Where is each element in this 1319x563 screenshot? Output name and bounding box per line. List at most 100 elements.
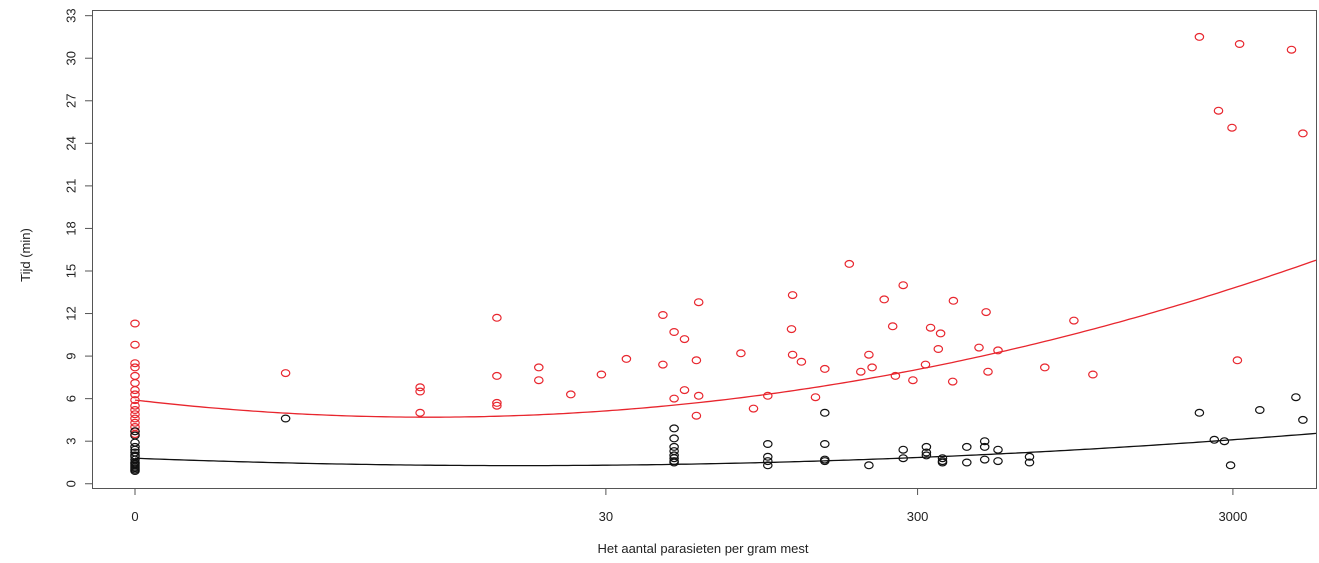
x-tick-label: 3000 bbox=[1218, 509, 1247, 524]
data-point bbox=[1225, 461, 1236, 470]
y-tick-label: 30 bbox=[63, 51, 78, 65]
data-point bbox=[867, 363, 877, 372]
data-point bbox=[130, 379, 140, 388]
data-point bbox=[492, 371, 502, 380]
data-point bbox=[669, 454, 679, 463]
data-point bbox=[1088, 370, 1098, 379]
data-point bbox=[979, 442, 990, 451]
y-tick-label: 0 bbox=[63, 480, 78, 487]
data-point bbox=[762, 440, 773, 449]
data-point bbox=[981, 308, 991, 317]
data-point bbox=[819, 440, 830, 449]
data-point bbox=[130, 406, 140, 415]
data-point bbox=[693, 391, 704, 400]
y-tick-label: 21 bbox=[63, 179, 78, 193]
data-point bbox=[974, 343, 984, 352]
y-axis-title: Tijd (min) bbox=[18, 228, 33, 282]
data-point bbox=[864, 461, 874, 470]
data-point bbox=[935, 329, 946, 338]
fit-curve bbox=[134, 432, 1317, 467]
data-point bbox=[937, 458, 948, 467]
x-tick-label: 30 bbox=[599, 509, 613, 524]
data-point bbox=[819, 408, 830, 417]
data-point bbox=[1234, 39, 1245, 48]
data-point bbox=[762, 457, 773, 466]
data-point bbox=[908, 376, 918, 385]
data-point bbox=[947, 377, 958, 386]
data-point bbox=[898, 454, 908, 463]
data-point bbox=[762, 452, 773, 461]
data-point bbox=[933, 345, 944, 354]
data-point bbox=[993, 346, 1003, 355]
data-point bbox=[658, 311, 668, 320]
data-point bbox=[533, 363, 544, 372]
data-point bbox=[130, 396, 140, 405]
data-point bbox=[669, 458, 679, 467]
data-point bbox=[130, 418, 140, 427]
data-point bbox=[596, 370, 607, 379]
data-point bbox=[1255, 406, 1265, 415]
data-point bbox=[679, 386, 690, 395]
data-point bbox=[1194, 408, 1205, 417]
data-point bbox=[691, 411, 702, 420]
data-point bbox=[415, 387, 425, 396]
x-tick-label: 300 bbox=[907, 509, 929, 524]
data-point bbox=[748, 404, 759, 413]
data-point bbox=[1040, 363, 1050, 372]
data-point bbox=[898, 445, 908, 454]
data-point bbox=[691, 356, 702, 365]
data-point bbox=[492, 401, 502, 410]
data-point bbox=[669, 424, 679, 433]
data-point bbox=[1209, 435, 1220, 444]
x-axis: 0 30 300 3000 bbox=[131, 488, 1247, 524]
data-point bbox=[921, 448, 932, 457]
data-point bbox=[669, 394, 679, 403]
y-tick-label: 6 bbox=[63, 395, 78, 402]
data-points bbox=[130, 32, 1308, 476]
data-point bbox=[762, 461, 773, 470]
data-point bbox=[130, 427, 140, 436]
data-point bbox=[492, 398, 502, 407]
y-tick-label: 9 bbox=[63, 352, 78, 359]
x-axis-title: Het aantal parasieten per gram mest bbox=[598, 541, 809, 556]
data-point bbox=[1024, 458, 1035, 467]
fit-curves bbox=[134, 259, 1317, 467]
data-point bbox=[280, 369, 291, 378]
data-point bbox=[1298, 129, 1308, 138]
data-point bbox=[898, 281, 908, 290]
data-point bbox=[961, 458, 972, 467]
data-point bbox=[492, 313, 502, 322]
data-point bbox=[1213, 106, 1224, 115]
plot-frame bbox=[92, 10, 1317, 489]
data-point bbox=[130, 363, 140, 372]
data-point bbox=[130, 401, 140, 410]
data-point bbox=[844, 259, 855, 268]
data-point bbox=[669, 434, 679, 443]
data-point bbox=[786, 325, 797, 334]
data-point bbox=[1298, 415, 1308, 424]
data-point bbox=[879, 295, 889, 304]
data-point bbox=[1219, 437, 1230, 446]
y-axis: 0 3 6 9 12 15 18 21 24 27 30 33 bbox=[63, 8, 92, 487]
data-point bbox=[921, 442, 932, 451]
data-point bbox=[1286, 45, 1297, 54]
data-point bbox=[796, 357, 807, 366]
data-point bbox=[1069, 316, 1079, 325]
data-point bbox=[1194, 32, 1205, 41]
data-point bbox=[669, 328, 679, 337]
data-point bbox=[961, 442, 972, 451]
data-point bbox=[1227, 123, 1237, 132]
data-point bbox=[130, 390, 140, 399]
data-point bbox=[920, 360, 931, 369]
data-point bbox=[890, 371, 901, 380]
data-point bbox=[810, 393, 821, 402]
data-point bbox=[787, 291, 798, 300]
data-point bbox=[948, 296, 959, 305]
data-point bbox=[983, 367, 993, 376]
y-tick-label: 3 bbox=[63, 438, 78, 445]
data-point bbox=[130, 371, 140, 380]
data-point bbox=[1291, 393, 1301, 402]
data-point bbox=[533, 376, 544, 385]
y-tick-label: 27 bbox=[63, 94, 78, 108]
data-point bbox=[130, 340, 140, 349]
